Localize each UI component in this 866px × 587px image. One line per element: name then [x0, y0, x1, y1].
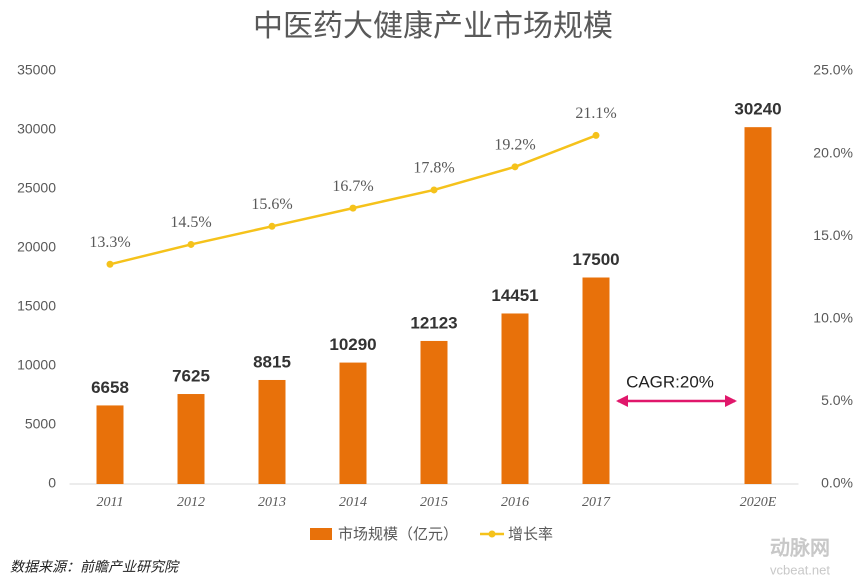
- line-point: [106, 260, 114, 268]
- line-value-label: 14.5%: [170, 214, 211, 231]
- line-value-label: 19.2%: [494, 136, 535, 153]
- line-point: [511, 163, 519, 171]
- line-value-label: 21.1%: [575, 105, 616, 122]
- watermark: 动脉网: [770, 535, 830, 559]
- y-tick-label: 0: [48, 475, 56, 491]
- line-value-label: 13.3%: [89, 234, 130, 251]
- legend-label: 市场规模（亿元）: [338, 526, 458, 543]
- y2-tick-label: 10.0%: [813, 310, 853, 326]
- bar: [177, 394, 205, 484]
- bar-value-label: 30240: [734, 100, 781, 119]
- x-tick-label: 2020E: [740, 495, 777, 510]
- line-value-label: 16.7%: [332, 178, 373, 195]
- y2-tick-label: 15.0%: [813, 227, 853, 243]
- y-tick-label: 35000: [17, 62, 56, 78]
- bar-value-label: 8815: [253, 352, 291, 371]
- annotation: CAGR:20%: [626, 372, 714, 391]
- legend-label: 增长率: [508, 526, 553, 543]
- watermark: vcbeat.net: [770, 562, 830, 577]
- bar-value-label: 10290: [329, 335, 376, 354]
- line-value-label: 15.6%: [251, 196, 292, 213]
- line-point: [349, 204, 357, 212]
- bar-value-label: 17500: [572, 250, 619, 269]
- x-tick-label: 2013: [258, 495, 286, 510]
- line: [109, 134, 597, 266]
- y2-tick-label: 20.0%: [813, 144, 853, 160]
- x-tick-label: 2015: [420, 495, 448, 510]
- line-value-label: 17.8%: [413, 160, 454, 177]
- y-tick-label: 5000: [25, 416, 56, 432]
- x-tick-label: 2016: [501, 495, 529, 510]
- y2-tick-label: 5.0%: [821, 392, 853, 408]
- y-tick-label: 30000: [17, 121, 56, 137]
- chart-title: 中医药大健康产业市场规模: [253, 10, 613, 43]
- bar: [744, 127, 772, 484]
- y2-tick-label: 0.0%: [821, 475, 853, 491]
- bar: [258, 379, 286, 484]
- x-tick-label: 2011: [97, 495, 124, 510]
- y-tick-label: 10000: [17, 357, 56, 373]
- y-tick-label: 15000: [17, 298, 56, 314]
- legend-swatch: [488, 530, 496, 538]
- source: 数据来源：前瞻产业研究院: [10, 559, 180, 575]
- bar: [420, 340, 448, 484]
- bar: [339, 362, 367, 484]
- y-tick-label: 25000: [17, 180, 56, 196]
- bar-value-label: 7625: [172, 367, 210, 386]
- x-tick-label: 2017: [582, 495, 611, 510]
- bar-value-label: 14451: [491, 286, 538, 305]
- bar-value-label: 6658: [91, 378, 129, 397]
- line-point: [430, 186, 438, 194]
- line-point: [268, 222, 276, 230]
- y-tick-label: 20000: [17, 239, 56, 255]
- x-tick-label: 2012: [177, 495, 205, 510]
- line-point: [187, 240, 195, 248]
- bar-value-label: 12123: [410, 313, 457, 332]
- bar: [582, 277, 610, 484]
- legend-swatch: [310, 528, 332, 540]
- bar: [501, 313, 529, 484]
- x-tick-label: 2014: [339, 495, 367, 510]
- line-point: [592, 131, 600, 139]
- bar: [96, 405, 124, 484]
- y2-tick-label: 25.0%: [813, 62, 853, 78]
